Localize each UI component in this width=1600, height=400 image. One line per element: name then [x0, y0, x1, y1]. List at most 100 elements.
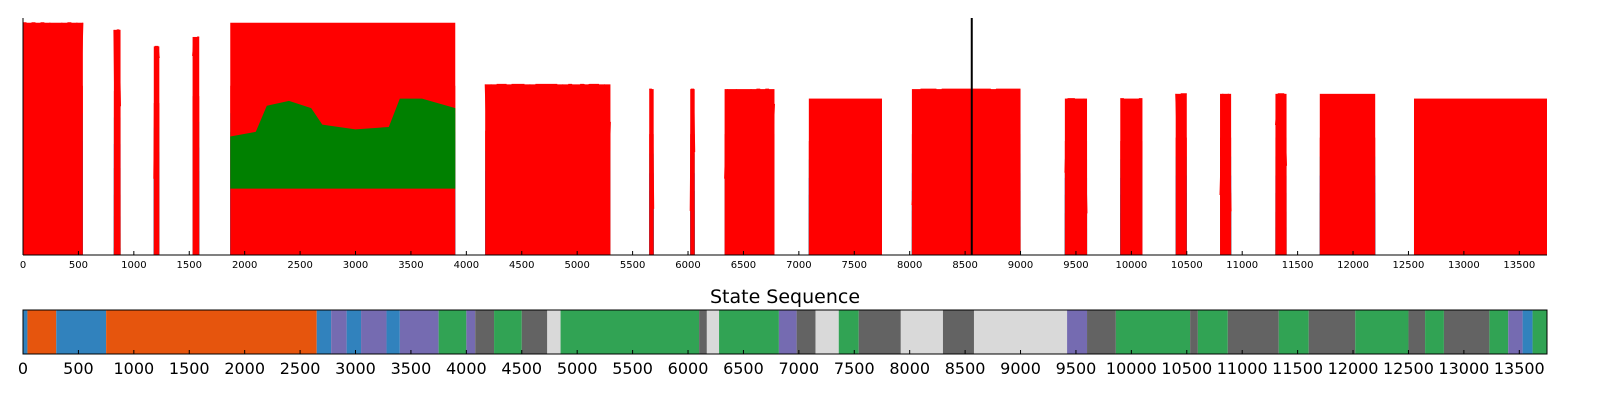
- state-x-tick-label: 3500: [391, 359, 432, 378]
- signal-segment: [1219, 93, 1232, 255]
- state-x-tick-label: 5500: [612, 359, 653, 378]
- signal-x-tick-label: 0: [20, 260, 26, 271]
- signal-segment: [1413, 98, 1547, 255]
- signal-series-red-upper-area: [1120, 141, 1143, 255]
- state-x-ticks: 0 500 1000 1500 2000 2500 3000 3500 4000 4500 5000…: [18, 350, 1545, 378]
- state-x-tick-label: 4500: [501, 359, 542, 378]
- signal-x-tick-label: 7000: [786, 260, 811, 271]
- state-block-D: [719, 310, 779, 354]
- signal-series-red-upper-area: [1175, 137, 1187, 255]
- state-block-E: [796, 310, 816, 354]
- state-x-tick-label: 12000: [1328, 359, 1379, 378]
- state-x-tick-label: 1000: [113, 359, 154, 378]
- state-block-E: [1443, 310, 1490, 354]
- state-block-C: [331, 310, 347, 354]
- state-block-D: [1278, 310, 1309, 354]
- signal-segment: [1275, 93, 1287, 255]
- signal-x-tick-label: 1000: [121, 260, 146, 271]
- signal-x-tick-label: 10500: [1171, 260, 1203, 271]
- signal-series-red-line: [1219, 93, 1232, 212]
- signal-series-red-upper-area: [690, 134, 695, 255]
- state-x-tick-label: 0: [18, 359, 28, 378]
- state-block-E: [521, 310, 548, 354]
- signal-x-tick-label: 6500: [731, 260, 756, 271]
- signal-series-red-upper-area: [153, 103, 160, 256]
- signal-segment: [153, 45, 160, 256]
- state-block-B: [27, 310, 57, 354]
- signal-series-red-upper-area: [1413, 141, 1547, 255]
- signal-x-tick-label: 5500: [620, 260, 645, 271]
- state-x-tick-label: 500: [63, 359, 94, 378]
- signal-x-tick-label: 12000: [1337, 260, 1369, 271]
- signal-series-red-upper-area: [1064, 141, 1088, 255]
- signal-series-red-line: [1120, 98, 1143, 171]
- state-x-tick-label: 4000: [446, 359, 487, 378]
- signal-series-red-upper-area: [1275, 137, 1287, 255]
- signal-x-tick-label: 5000: [564, 260, 589, 271]
- state-block-E: [1408, 310, 1426, 354]
- signal-x-tick-label: 8500: [952, 260, 977, 271]
- state-block-D: [494, 310, 522, 354]
- state-x-tick-label: 8000: [889, 359, 930, 378]
- state-x-tick-label: 1500: [169, 359, 210, 378]
- state-x-tick-label: 6500: [723, 359, 764, 378]
- signal-x-tick-label: 7500: [842, 260, 867, 271]
- signal-x-tick-label: 13500: [1503, 260, 1535, 271]
- state-block-E: [475, 310, 495, 354]
- signal-series-red-line: [911, 88, 1021, 206]
- signal-x-tick-label: 4000: [454, 260, 479, 271]
- state-block-E: [699, 310, 707, 354]
- state-block-F: [547, 310, 561, 354]
- signal-x-ticks: 0 500 1000 1500 2000 2500 3000 3500 4000 4500 5000…: [20, 251, 1535, 271]
- signal-series-red-upper-area: [808, 141, 882, 255]
- state-sequence-frame: [22, 309, 1548, 355]
- state-block-D: [1355, 310, 1409, 354]
- signal-series-red-upper-area: [485, 130, 611, 255]
- signal-series-red-line: [1275, 93, 1287, 166]
- state-block-F: [973, 310, 1068, 354]
- signal-segments: [23, 18, 1547, 256]
- state-block-C: [466, 310, 476, 354]
- state-block-E: [858, 310, 901, 354]
- state-block-A: [1522, 310, 1533, 354]
- state-block-D: [1115, 310, 1191, 354]
- state-blocks: [23, 310, 1547, 354]
- signal-x-tick-label: 2000: [232, 260, 257, 271]
- signal-x-tick-label: 1500: [177, 260, 202, 271]
- state-block-C: [1508, 310, 1523, 354]
- signal-segment: [649, 88, 655, 255]
- state-block-F: [706, 310, 720, 354]
- state-x-tick-label: 8500: [945, 359, 986, 378]
- state-block-E: [1227, 310, 1279, 354]
- state-sequence-chart: State Sequence 0 500 1000 1500 2000 2500 3000 3…: [18, 286, 1548, 378]
- signal-segment: [1120, 98, 1143, 255]
- state-x-tick-label: 11500: [1272, 359, 1323, 378]
- state-block-D: [1532, 310, 1547, 354]
- signal-x-tick-label: 13000: [1448, 260, 1480, 271]
- state-x-tick-label: 7000: [778, 359, 819, 378]
- state-block-F: [815, 310, 839, 354]
- state-block-C: [1067, 310, 1088, 354]
- signal-segment: [23, 22, 84, 255]
- state-block-D: [1489, 310, 1509, 354]
- state-block-C: [399, 310, 439, 354]
- state-x-tick-label: 10500: [1161, 359, 1212, 378]
- signal-x-tick-label: 12500: [1393, 260, 1425, 271]
- state-x-tick-label: 13500: [1494, 359, 1545, 378]
- signal-series-red-line: [1064, 98, 1088, 214]
- state-block-F: [900, 310, 943, 354]
- state-x-tick-label: 6000: [668, 359, 709, 378]
- signal-segment: [911, 88, 1021, 255]
- signal-series-red-line: [113, 29, 121, 170]
- signal-series-red-line: [689, 88, 696, 211]
- signal-series-red-upper-area: [1319, 137, 1376, 255]
- signal-x-tick-label: 2500: [287, 260, 312, 271]
- signal-x-tick-label: 9500: [1063, 260, 1088, 271]
- state-x-tick-label: 7500: [834, 359, 875, 378]
- state-block-A: [386, 310, 400, 354]
- signal-series-red-upper-area: [724, 134, 775, 255]
- state-block-E: [942, 310, 974, 354]
- signal-series-red-line: [23, 22, 84, 189]
- state-block-A: [56, 310, 107, 354]
- state-block-D: [560, 310, 700, 354]
